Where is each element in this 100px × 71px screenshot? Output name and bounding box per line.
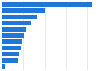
Bar <box>2 46 21 50</box>
Bar <box>2 27 26 32</box>
Bar <box>2 21 30 25</box>
Bar <box>2 15 37 19</box>
Bar <box>2 2 92 7</box>
Bar <box>2 64 5 69</box>
Bar <box>2 33 24 38</box>
Bar <box>2 39 22 44</box>
Bar <box>2 58 18 63</box>
Bar <box>2 52 19 56</box>
Bar <box>2 8 45 13</box>
